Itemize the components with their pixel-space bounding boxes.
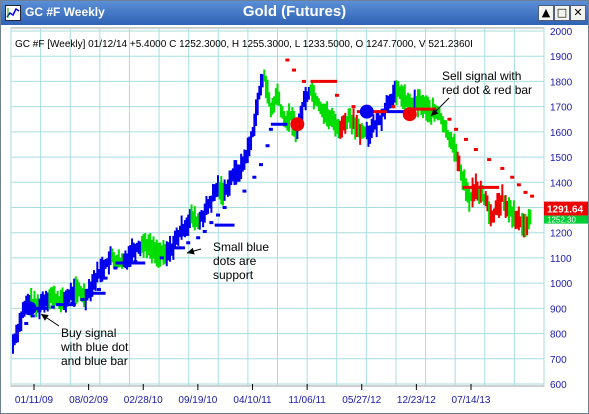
support-dot — [186, 241, 191, 245]
x-tick-label: 01/11/09 — [15, 395, 54, 406]
annotation-text: support — [213, 268, 254, 282]
restore-button[interactable]: □ — [554, 5, 570, 21]
support-dot — [268, 127, 273, 131]
last-price-label: 1291.64 — [547, 205, 584, 216]
chart-app-icon — [5, 5, 21, 21]
y-tick-label: 1700 — [550, 103, 573, 114]
annotation-text: red dot & red bar — [442, 83, 532, 97]
sell-signal-dot — [402, 107, 417, 122]
support-dot — [202, 229, 207, 233]
resistance-dot — [335, 93, 340, 97]
support-dot — [80, 298, 85, 302]
support-dot — [30, 314, 35, 318]
close-button[interactable]: ✕ — [570, 5, 586, 21]
y-tick-label: 1800 — [550, 77, 573, 88]
y-tick-label: 1600 — [550, 128, 573, 139]
y-tick-label: 1100 — [550, 254, 572, 265]
support-dot — [258, 163, 263, 167]
y-tick-label: 1400 — [550, 178, 573, 189]
resistance-dot — [523, 190, 528, 194]
support-dot — [242, 189, 247, 193]
resistance-dot — [351, 105, 356, 109]
annotation-arrowhead — [431, 108, 439, 116]
support-dot — [265, 144, 270, 148]
resistance-dot — [500, 166, 505, 170]
resistance-dot — [510, 175, 515, 179]
resistance-dot — [447, 117, 452, 121]
y-tick-label: 1500 — [550, 153, 573, 164]
x-tick-label: 07/14/13 — [452, 395, 491, 406]
support-dot — [37, 309, 42, 313]
resistance-dot — [473, 148, 478, 152]
support-dot — [196, 236, 201, 240]
support-dot — [159, 256, 164, 260]
buy-signal-dot — [22, 301, 37, 316]
y-tick-label: 1000 — [550, 279, 573, 290]
x-tick-label: 02/28/10 — [124, 395, 163, 406]
annotation-text: Small blue — [213, 240, 269, 254]
resistance-dot — [391, 105, 396, 109]
y-tick-label: 1200 — [550, 229, 573, 240]
current-price-label: 1252.30 — [547, 216, 576, 225]
x-tick-label: 09/19/10 — [178, 395, 217, 406]
annotation-text: Buy signal — [61, 326, 116, 340]
support-dot — [96, 287, 101, 291]
x-tick-label: 12/23/12 — [397, 395, 436, 406]
support-dot — [222, 206, 227, 209]
support-dot — [24, 321, 29, 325]
resistance-dot — [487, 158, 492, 162]
annotation-text: Sell signal with — [442, 69, 521, 83]
resistance-dot — [292, 68, 297, 72]
annotation-text: and blue bar — [61, 354, 128, 368]
y-axis: 6007008009001000110012001300140015001600… — [550, 27, 573, 391]
y-tick-label: 1900 — [550, 52, 573, 63]
buy-signal-dot — [359, 104, 374, 119]
support-dot — [252, 175, 257, 179]
resistance-dot — [516, 183, 521, 187]
x-tick-label: 08/02/09 — [69, 395, 108, 406]
support-dot — [103, 276, 108, 280]
y-tick-label: 700 — [550, 355, 567, 366]
annotation-text: dots are — [213, 254, 257, 268]
resistance-dot — [530, 194, 535, 198]
x-tick-label: 04/10/11 — [233, 395, 272, 406]
y-tick-label: 2000 — [550, 27, 573, 38]
resistance-dot — [301, 79, 306, 83]
x-axis: 01/11/09 08/02/09 02/28/10 09/19/10 04/10/11… — [15, 384, 491, 406]
x-tick-label: 11/06/11 — [288, 395, 326, 406]
resistance-dot — [454, 127, 459, 131]
signal-overlay — [22, 58, 535, 325]
annotation-arrowhead — [187, 247, 195, 255]
sell-signal-dot — [290, 117, 305, 132]
resistance-dot — [463, 137, 468, 141]
support-dot — [50, 305, 55, 309]
last-price-box — [544, 201, 588, 216]
y-tick-label: 600 — [550, 380, 567, 391]
support-dot — [209, 221, 214, 225]
resistance-dot — [285, 58, 290, 62]
current-price-box — [544, 215, 588, 224]
y-tick-label: 800 — [550, 330, 567, 341]
x-tick-label: 05/27/12 — [342, 395, 381, 406]
info-line: GC #F [Weekly] 01/12/14 +5.4000 C 1252.3… — [15, 39, 473, 50]
support-dot — [113, 266, 118, 270]
annotation-arrowhead — [41, 314, 49, 321]
support-dot — [215, 213, 220, 217]
window-title: GC #F Weekly — [25, 5, 105, 19]
grid-lines — [10, 28, 545, 386]
y-tick-label: 900 — [550, 304, 567, 315]
minimize-button[interactable]: ▲ — [538, 5, 554, 21]
annotation-text: with blue dot — [60, 340, 129, 354]
